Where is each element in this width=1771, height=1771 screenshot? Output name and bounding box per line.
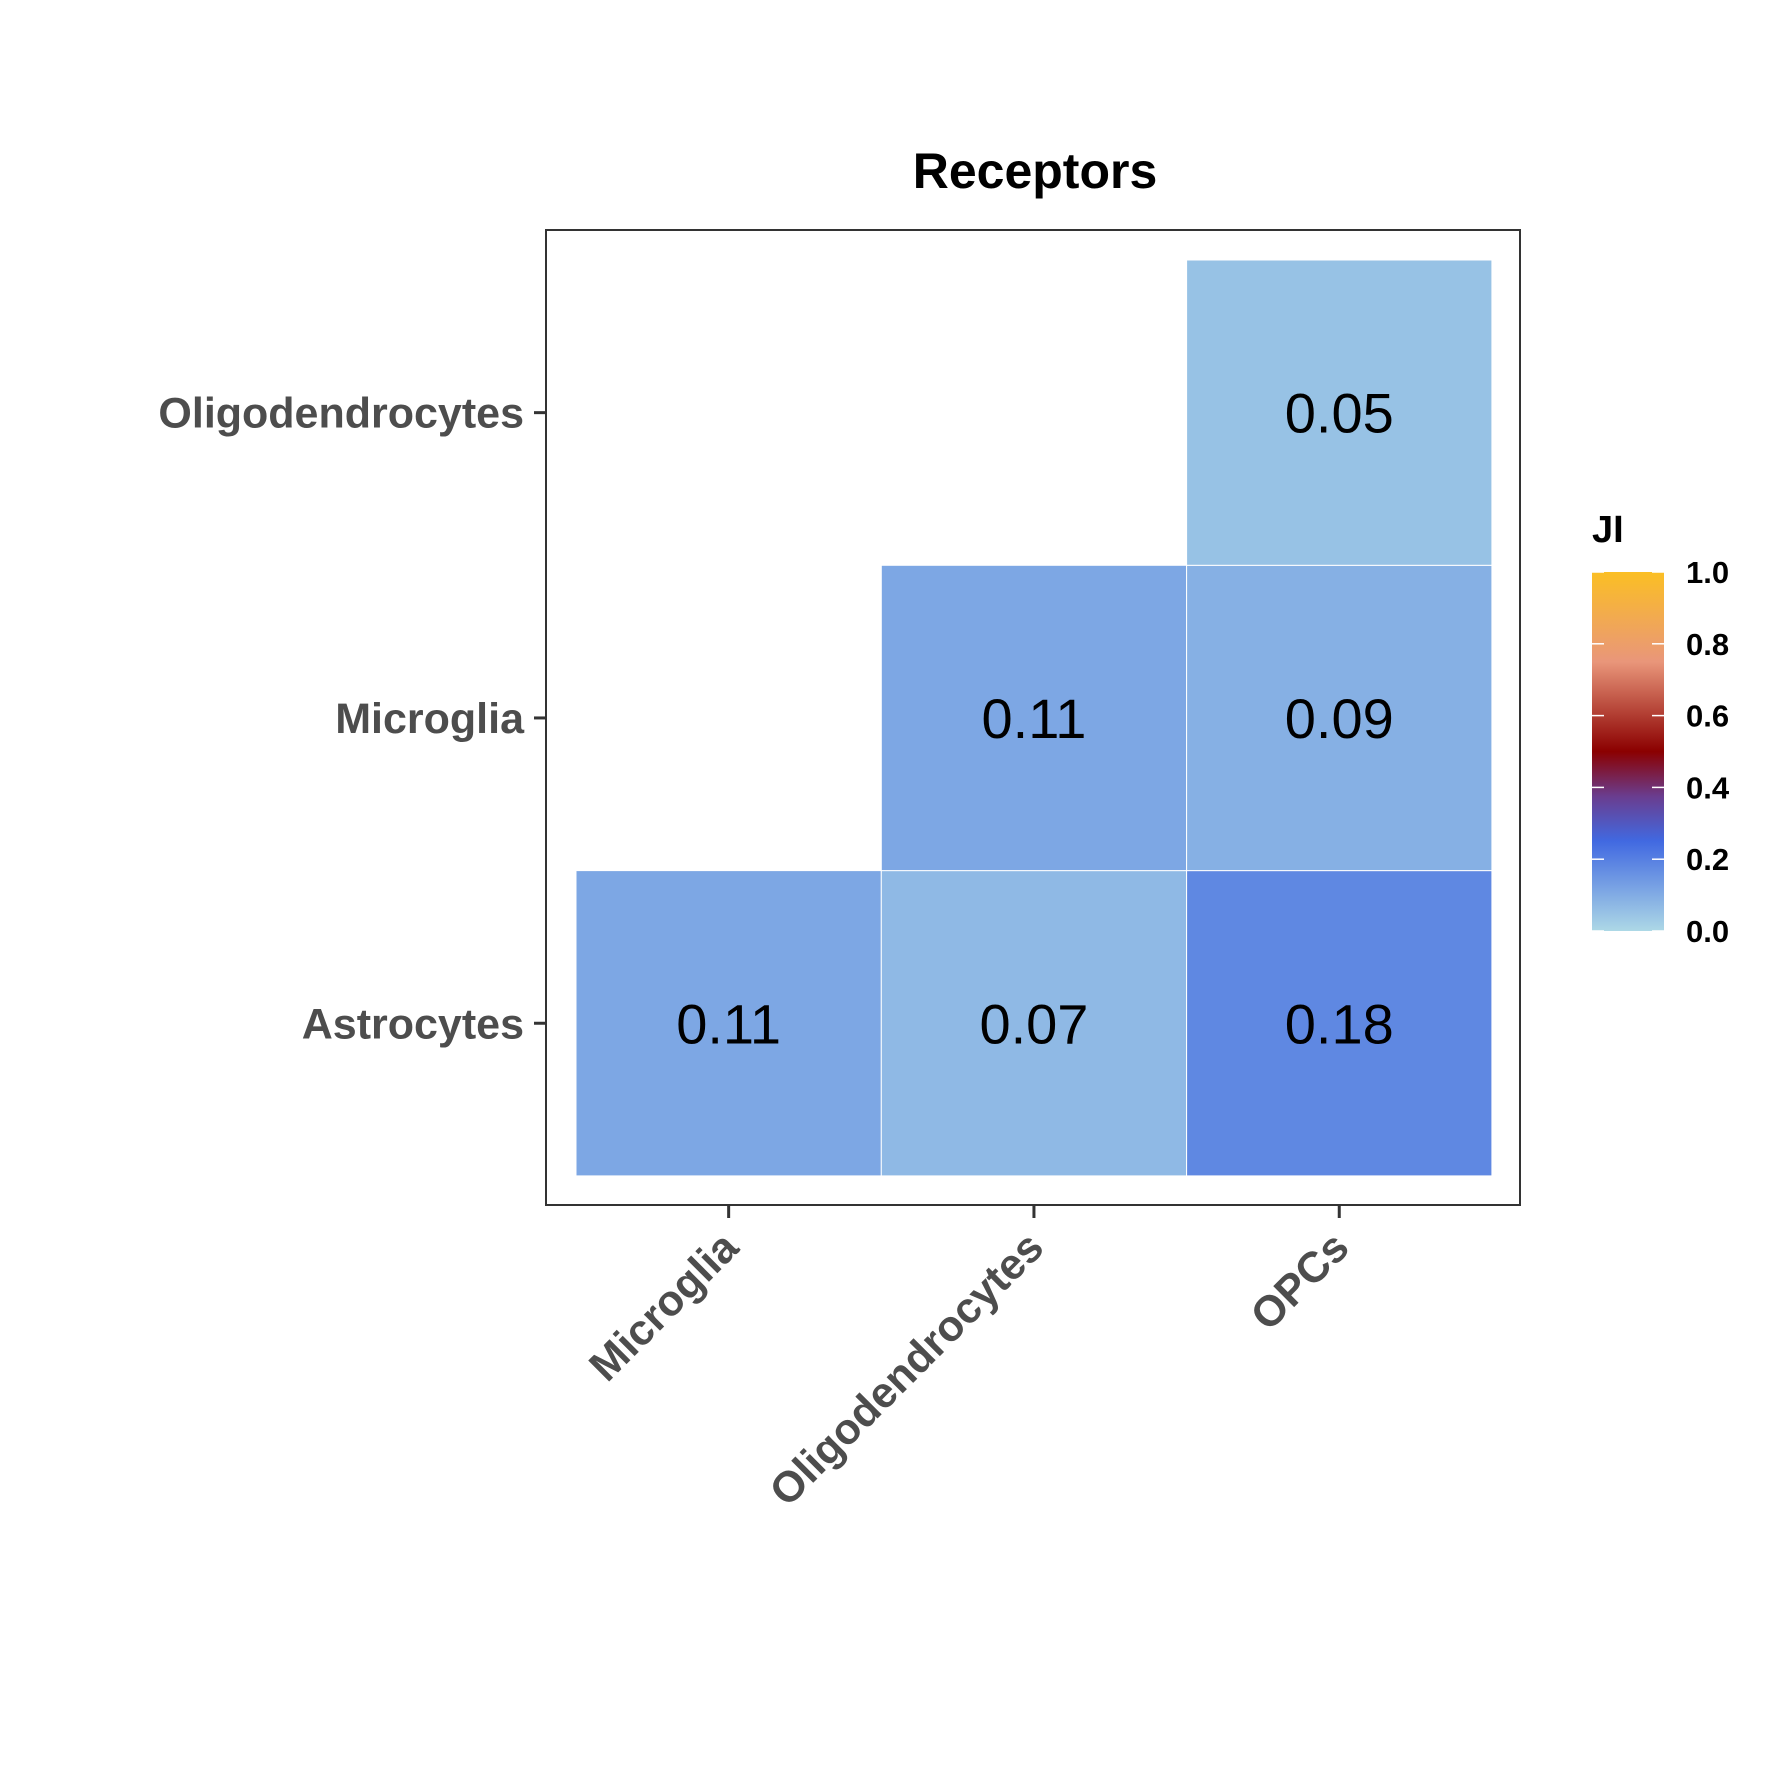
heatmap-cell (880, 564, 1188, 872)
cell-value-label: 0.09 (1285, 687, 1394, 750)
legend-title: JI (1592, 509, 1624, 551)
y-axis: Astrocytes Microglia Oligodendrocytes (158, 390, 546, 1048)
legend-tick-label: 0.4 (1686, 770, 1730, 805)
cell-value-label: 0.07 (979, 992, 1088, 1055)
chart-title: Receptors (913, 143, 1158, 199)
cell-value-label: 0.05 (1285, 382, 1394, 445)
x-tick-label: Oligodendrocytes (761, 1223, 1053, 1515)
heatmap-cell (1186, 259, 1493, 566)
legend-tick-label: 0.0 (1686, 914, 1729, 949)
y-tick-label: Astrocytes (302, 1000, 524, 1048)
legend-ticks: 0.0 0.2 0.4 0.6 0.8 1.0 (1592, 555, 1730, 949)
cell-labels: 0.11 0.07 0.18 0.11 0.09 0.05 (676, 382, 1394, 1056)
cell-value-label: 0.18 (1285, 992, 1394, 1055)
cell-value-label: 0.11 (676, 992, 781, 1055)
legend-tick-label: 0.8 (1686, 627, 1729, 662)
heatmap-cell (1186, 564, 1493, 872)
legend-tick-label: 1.0 (1686, 555, 1729, 590)
heatmap-cell (575, 870, 882, 1177)
heatmap-cell (1186, 870, 1493, 1177)
x-tick-label: Microglia (580, 1222, 748, 1390)
legend-tick-label: 0.2 (1686, 842, 1729, 877)
color-legend: JI 0.0 0.2 0.4 0.6 0.8 1.0 (1592, 509, 1730, 949)
legend-colorbar (1592, 572, 1664, 931)
legend-tick-label: 0.6 (1686, 699, 1729, 734)
y-tick-label: Microglia (335, 695, 525, 743)
x-axis: Microglia Oligodendrocytes OPCs (580, 1205, 1358, 1516)
heatmap-cells (575, 259, 1493, 1177)
x-tick-label: OPCs (1242, 1223, 1359, 1340)
y-tick-label: Oligodendrocytes (158, 390, 524, 438)
cell-value-label: 0.11 (982, 687, 1087, 750)
